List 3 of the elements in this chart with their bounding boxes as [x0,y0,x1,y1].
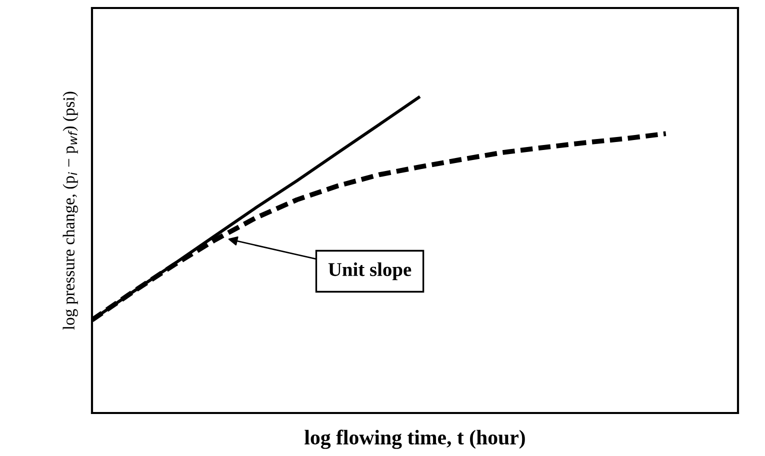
x-axis-title: log flowing time, t (hour) [304,430,525,449]
annotation: Unit slope [328,262,412,280]
y-axis-title: log pressure change, (p$_{i}$ − p$_{wf}$) (psi) [62,92,78,330]
